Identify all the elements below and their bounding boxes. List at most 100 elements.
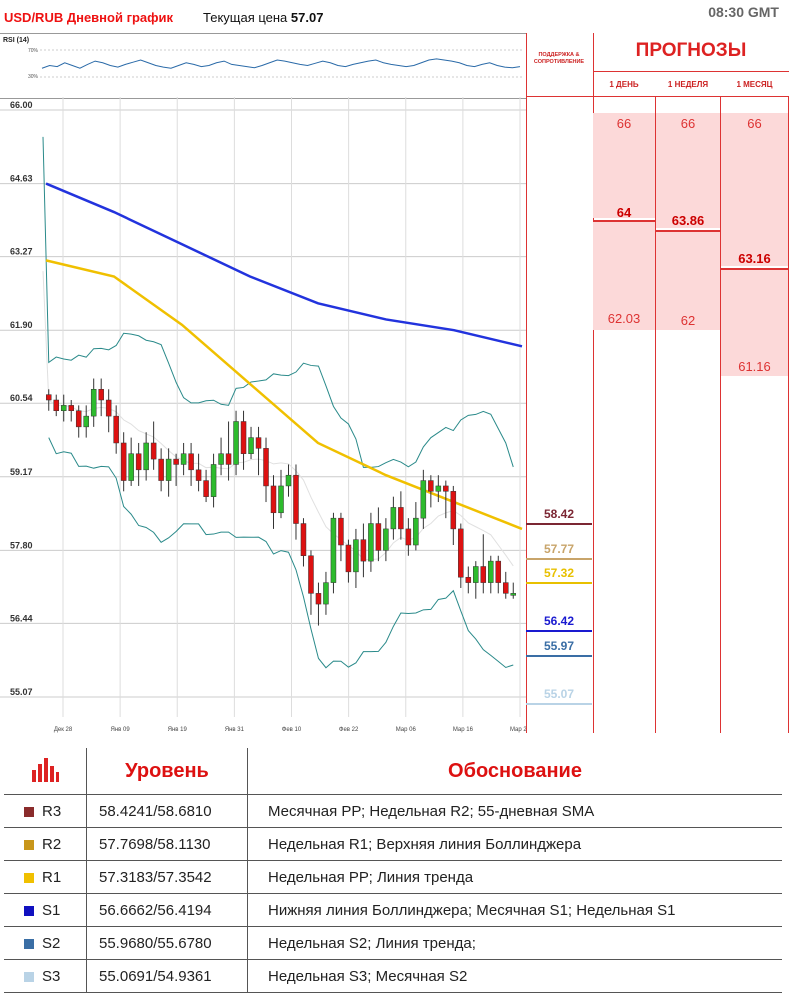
candle-body [98,389,104,401]
candle-body [240,421,247,454]
candle-body [345,544,352,573]
sr-value-s2: 55.97 [543,638,575,653]
forecast-head-divider [593,71,789,72]
candle-body [330,517,337,583]
forecast-week-high: 66 [680,116,696,131]
forecast-month-target: 63.16 [738,251,771,266]
level-name-cell: S1 [4,893,87,927]
table-row: R2 57.7698/58.1130 Недельная R1; Верхняя л… [4,827,782,861]
forecast-day-high: 66 [616,116,632,131]
forecast-head-day: 1 ДЕНЬ [609,80,639,89]
forecast-month-lower [721,268,788,376]
rsi-chart [40,49,522,78]
candle-body [128,453,134,481]
candle-body [75,410,82,428]
levels-table: Уровень Обоснование R3 58.4241/58.6810 Мес… [0,748,789,993]
candle-body [45,394,52,401]
candle-body [105,399,112,417]
candle-body [248,437,254,454]
candle-body [60,405,67,412]
level-range: 56.6662/56.4194 [86,893,248,927]
level-reason: Недельная S3; Месячная S2 [247,959,782,993]
x-tick-label: Фев 10 [282,727,302,733]
sr-line-s3 [526,703,592,705]
rsi-line [41,58,521,69]
y-tick-label: 59.17 [10,467,33,477]
level-range: 58.4241/58.6810 [86,794,248,828]
candle-body [173,458,179,465]
bollinger-upper [42,136,514,468]
candle-body [383,528,389,551]
sr-value-r3: 58.42 [543,507,575,522]
sr-value-s3: 55.07 [543,687,575,701]
level-name-cell: R2 [4,827,87,861]
level-range: 55.0691/54.9361 [86,959,248,993]
level-name-cell: R3 [4,794,87,828]
current-price: Текущая цена 57.07 [203,10,323,25]
candle-body [420,480,427,519]
rsi-panel [0,33,526,99]
candle-body [158,458,164,481]
level-color-swatch [24,806,34,817]
y-tick-label: 56.44 [10,613,33,623]
y-tick-label: 66.00 [10,100,33,110]
level-color-swatch [24,971,34,982]
x-tick-label: Дек 28 [54,727,73,733]
current-price-label: Текущая цена [203,10,288,25]
candle-body [188,453,194,471]
forecast-col-week [656,96,721,733]
chart-title: USD/RUB Дневной график [4,10,174,25]
x-tick-label: Янв 09 [111,727,131,733]
forecast-day-target: 64 [616,205,632,220]
rsi-lower-label: 30% [28,74,39,80]
candle-body [390,507,397,530]
candle-body [465,576,472,583]
x-tick-label: Мар 06 [396,727,417,733]
table-header-row: Уровень Обоснование [4,748,782,795]
sr-value-r1: 57.32 [543,566,575,581]
sma-200-line [45,182,523,348]
col-reason-header: Обоснование [247,748,782,795]
candle-body [113,415,119,444]
forecast-top-divider [526,96,789,97]
x-tick-label: Мар 16 [453,727,474,733]
level-name: S3 [42,967,61,985]
level-range: 55.9680/55.6780 [86,926,248,960]
candle-body [353,539,359,573]
price-chart: 66.00 64.63 63.27 61.90 60.54 59.17 57.80 56.44… [0,97,526,733]
candle-body [443,485,449,492]
candle-body [233,421,239,465]
y-tick-label: 60.54 [10,393,33,403]
candle-body [450,491,457,530]
candle-body [165,458,172,481]
table-row: S2 55.9680/55.6780 Недельная S2; Линия тре… [4,926,782,960]
level-color-swatch [24,872,34,883]
candle-body [293,474,299,524]
candle-body [338,517,344,546]
level-reason: Недельная РР; Линия тренда [247,860,782,894]
current-price-value: 57.07 [290,10,324,25]
rsi-label: RSI (14) [3,37,30,44]
sr-line-r2 [526,557,592,560]
level-name: R2 [42,835,62,853]
level-name: R3 [42,802,62,820]
level-reason: Недельная R1; Верхняя линия Боллинджера [247,827,782,861]
level-name-cell: S2 [4,926,87,960]
sr-line-r1 [526,582,592,585]
candle-body [488,560,494,583]
level-reason: Нижняя линия Боллинджера; Месячная S1; Н… [247,893,782,927]
y-tick-label: 55.07 [10,687,33,697]
candle-body [195,469,202,481]
forecast-month-upper [721,113,788,266]
level-name: S2 [42,934,61,952]
candle-body [315,593,322,605]
level-name-cell: R1 [4,860,87,894]
y-tick-label: 57.80 [10,540,33,550]
forecast-day-upper [593,113,655,218]
forecasts-title: ПРОГНОЗЫ [635,40,747,61]
candle-body [278,485,284,514]
y-tick-label: 61.90 [10,320,33,330]
sr-title: ПОДДЕРЖКА & СОПРОТИВЛЕНИЕ [533,52,585,65]
level-reason: Месячная РР; Недельная R2; 55-дневная SM… [247,794,782,828]
candle-body [300,523,307,557]
